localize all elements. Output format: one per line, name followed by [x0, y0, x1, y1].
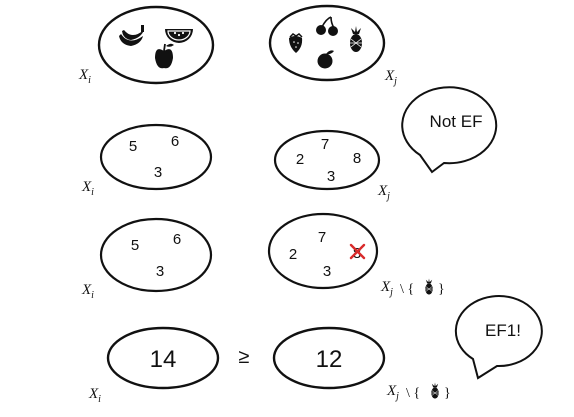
bubble-text: EF1!	[485, 321, 521, 340]
svg-text:\ {: \ {	[406, 386, 420, 401]
total-i: 14	[106, 326, 220, 390]
label-x-j: Xj	[384, 68, 397, 87]
svg-text:}: }	[438, 282, 445, 297]
bundle-j-fruits	[268, 4, 386, 82]
value-item: 3	[154, 164, 162, 181]
value-item: 6	[171, 133, 179, 150]
value-item: 3	[323, 263, 331, 280]
value-item: 8	[353, 150, 361, 167]
value-item: 7	[318, 229, 326, 246]
pineapple-icon	[425, 278, 433, 295]
value-item: 2	[289, 246, 297, 263]
label-x-i: Xi	[81, 282, 94, 301]
strawberry-icon	[289, 33, 303, 53]
value-item: 5	[129, 138, 137, 155]
value-item: 2	[296, 151, 304, 168]
bundle-i-values: 5 6 3	[99, 123, 213, 191]
cherries-icon	[316, 16, 338, 36]
value-item: 5	[131, 237, 139, 254]
svg-text:Xj: Xj	[380, 279, 393, 298]
label-x-j: Xj	[377, 183, 390, 202]
total-j: 12	[272, 326, 386, 390]
apple-icon	[155, 43, 174, 69]
label-x-j-minus-item: Xj \ { }	[380, 278, 445, 298]
watermelon-slice-icon	[165, 29, 193, 43]
svg-text:\ {: \ {	[400, 282, 414, 297]
bundle-j-values: 7 2 8 3	[267, 212, 379, 290]
bundle-j-ellipse	[268, 4, 386, 82]
bubble-text: Not EF	[430, 112, 483, 131]
svg-text:}: }	[444, 386, 451, 401]
value-item: 3	[327, 168, 335, 185]
total-value: 14	[150, 346, 177, 373]
label-x-i: Xi	[88, 386, 101, 405]
label-x-i: Xi	[81, 179, 94, 198]
pineapple-icon	[431, 382, 439, 399]
speech-bubble-ef1: EF1!	[454, 295, 543, 380]
speech-bubble-not-ef: Not EF	[401, 86, 498, 174]
relation-symbol: ≥	[239, 346, 250, 368]
remove-cross-icon	[349, 243, 366, 260]
pineapple-icon	[349, 25, 363, 53]
orange-icon	[317, 50, 334, 69]
banana-icon	[119, 25, 144, 46]
label-x-i: Xi	[78, 67, 91, 86]
value-item: 7	[321, 136, 329, 153]
total-value: 12	[316, 346, 343, 373]
bundle-i-ellipse	[97, 5, 215, 85]
bundle-i-fruits	[97, 5, 215, 85]
label-x-j-minus-item: Xj \ { }	[386, 382, 451, 402]
bundle-j-values: 7 2 8 3	[273, 129, 381, 191]
bundle-i-values: 5 6 3	[99, 217, 213, 293]
svg-text:Xj: Xj	[386, 383, 399, 402]
value-item: 3	[156, 263, 164, 280]
value-item: 6	[173, 231, 181, 248]
